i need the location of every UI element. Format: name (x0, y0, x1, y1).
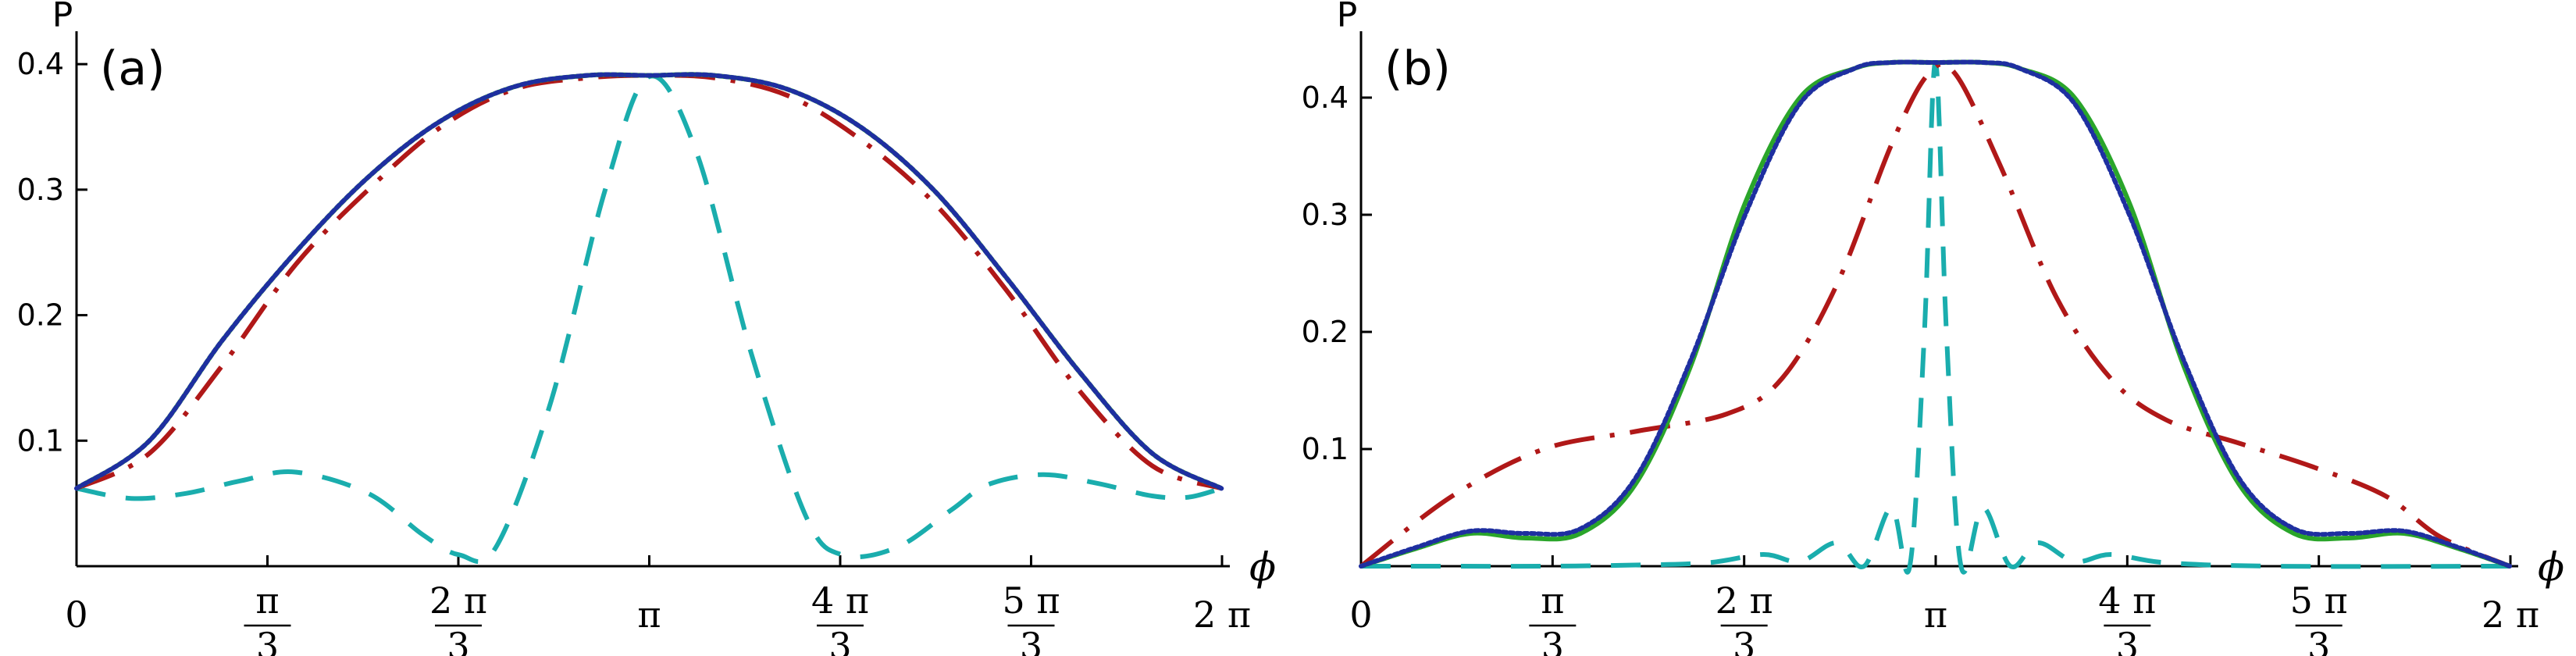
x-tick-label-num: π (1541, 579, 1564, 622)
x-tick-label-num: π (255, 579, 279, 622)
x-tick-label-den: 3 (1541, 625, 1564, 656)
panel-label: (a) (100, 41, 166, 96)
x-tick-label-num: 5 π (2290, 579, 2348, 622)
series-line-red-dash-dot (1359, 61, 2511, 569)
x-tick-label: π (637, 594, 661, 636)
series-line-teal-dashed (76, 73, 1223, 565)
y-tick-label: 0.2 (1302, 315, 1349, 349)
x-tick-label-den: 3 (447, 625, 469, 656)
x-tick-label-den: 3 (2307, 625, 2330, 656)
y-tick-label: 0.3 (17, 173, 64, 207)
x-axis-label: ϕ (1249, 544, 1276, 590)
x-tick-label-num: 4 π (811, 579, 869, 622)
series-line-green-solid (1360, 59, 2511, 569)
series-line-teal-dashed (1360, 60, 2510, 575)
x-tick-label-num: 2 π (1716, 579, 1773, 622)
x-tick-label-num: 4 π (2098, 579, 2156, 622)
panel-b: 0.10.20.30.40 π32 π3π 4 π35 π32 πPϕ(b) (1302, 0, 2564, 656)
x-axis-label: ϕ (2538, 544, 2564, 590)
x-tick-label: 2 π (1193, 594, 1251, 636)
x-tick-label-den: 3 (1020, 625, 1042, 656)
panel-a: 0.10.20.30.40 π32 π3π 4 π35 π32 πPϕ(a) (17, 0, 1276, 656)
y-tick-label: 0.2 (17, 298, 64, 333)
y-tick-label: 0.4 (17, 47, 64, 81)
y-tick-label: 0.1 (17, 423, 64, 458)
series-line-red-dash-dot (75, 73, 1223, 491)
y-axis-label: P (52, 0, 73, 35)
x-tick-label: π (1924, 594, 1947, 636)
series-line-blue-dotted (1359, 59, 2513, 569)
x-tick-label-den: 3 (256, 625, 279, 656)
x-tick-label-den: 3 (1733, 625, 1755, 656)
y-tick-label: 0.1 (1302, 432, 1349, 466)
series-line-blue-dotted (74, 72, 1224, 491)
y-tick-label: 0.4 (1302, 80, 1349, 115)
x-tick-label-den: 3 (2116, 625, 2139, 656)
y-axis-label: P (1337, 0, 1358, 35)
panel-label: (b) (1384, 41, 1451, 96)
x-tick-label: 2 π (2482, 594, 2539, 636)
x-tick-label: 0 (65, 594, 87, 636)
x-tick-label-den: 3 (828, 625, 851, 656)
x-tick-label: 0 (1349, 594, 1372, 636)
series-line-green-solid (75, 72, 1223, 491)
x-tick-label-num: 2 π (429, 579, 487, 622)
x-tick-label-num: 5 π (1002, 579, 1060, 622)
y-tick-label: 0.3 (1302, 198, 1349, 232)
